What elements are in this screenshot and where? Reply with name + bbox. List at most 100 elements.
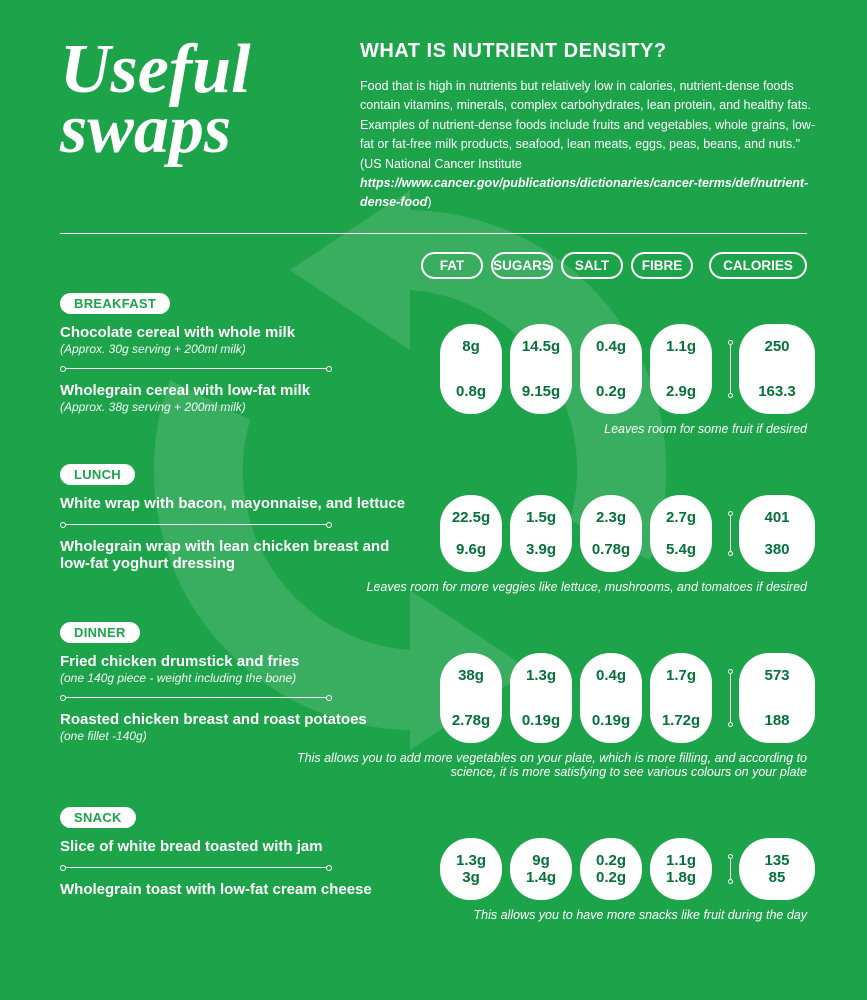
food-b-sub: (Approx. 38g serving + 200ml milk) xyxy=(60,400,420,414)
swap-row: Slice of white bread toasted with jam Wh… xyxy=(60,838,817,900)
value-bottom: 1.72g xyxy=(662,712,700,729)
food-b: Wholegrain wrap with lean chicken breast… xyxy=(60,538,420,572)
value-top: 1.7g xyxy=(666,667,696,684)
meal-label: SNACK xyxy=(60,807,136,828)
pill-sugars: 9g 1.4g xyxy=(510,838,572,900)
pill-fibre: 1.7g 1.72g xyxy=(650,653,712,743)
pill-calories: 135 85 xyxy=(739,838,815,900)
food-b-sub: (one fillet -140g) xyxy=(60,729,420,743)
value-top: 0.2g xyxy=(596,852,626,869)
intro-body-post: ) xyxy=(427,195,431,209)
value-top: 401 xyxy=(764,509,789,526)
food-a-sub: (one 140g piece - weight including the b… xyxy=(60,671,420,685)
title-line-2: swaps xyxy=(60,91,231,168)
meal-lunch: LUNCH White wrap with bacon, mayonnaise,… xyxy=(50,464,817,594)
pill-fat: 1.3g 3g xyxy=(440,838,502,900)
pill-fat: 22.5g 9.6g xyxy=(440,495,502,572)
value-top: 2.7g xyxy=(666,509,696,526)
value-bottom: 2.78g xyxy=(452,712,490,729)
value-top: 2.3g xyxy=(596,509,626,526)
calories-connector xyxy=(728,324,733,414)
calories-group: 401 380 xyxy=(728,495,815,572)
pill-calories: 573 188 xyxy=(739,653,815,743)
pill-calories: 250 163.3 xyxy=(739,324,815,414)
swap-row: Chocolate cereal with whole milk (Approx… xyxy=(60,324,817,414)
intro-body: Food that is high in nutrients but relat… xyxy=(360,77,817,213)
pill-salt: 0.2g 0.2g xyxy=(580,838,642,900)
value-bottom: 163.3 xyxy=(758,383,796,400)
value-bottom: 5.4g xyxy=(666,541,696,558)
value-top: 573 xyxy=(764,667,789,684)
swap-connector xyxy=(60,522,420,528)
value-top: 0.4g xyxy=(596,667,626,684)
value-bottom: 0.78g xyxy=(592,541,630,558)
meal-label: BREAKFAST xyxy=(60,293,170,314)
food-a: Slice of white bread toasted with jam xyxy=(60,838,420,855)
meal-label: DINNER xyxy=(60,622,140,643)
col-sugars: SUGARS xyxy=(491,252,553,279)
meal-breakfast: BREAKFAST Chocolate cereal with whole mi… xyxy=(50,293,817,436)
value-top: 0.4g xyxy=(596,338,626,355)
food-a: Chocolate cereal with whole milk xyxy=(60,324,420,341)
value-top: 135 xyxy=(764,852,789,869)
col-calories: CALORIES xyxy=(709,252,807,279)
value-bottom: 188 xyxy=(764,712,789,729)
value-bottom: 1.8g xyxy=(666,869,696,886)
food-a: White wrap with bacon, mayonnaise, and l… xyxy=(60,495,420,512)
value-top: 1.5g xyxy=(526,509,556,526)
pill-calories: 401 380 xyxy=(739,495,815,572)
swap-connector xyxy=(60,366,420,372)
page-title: Useful swaps xyxy=(60,40,330,213)
value-bottom: 0.2g xyxy=(596,383,626,400)
pill-fibre: 1.1g 2.9g xyxy=(650,324,712,414)
pills-area: 38g 2.78g 1.3g 0.19g 0.4g 0.19g 1.7g 1.7… xyxy=(440,653,815,743)
food-a: Fried chicken drumstick and fries xyxy=(60,653,420,670)
pill-fat: 8g 0.8g xyxy=(440,324,502,414)
intro: WHAT IS NUTRIENT DENSITY? Food that is h… xyxy=(360,40,817,213)
calories-connector xyxy=(728,838,733,900)
calories-group: 135 85 xyxy=(728,838,815,900)
value-bottom: 1.4g xyxy=(526,869,556,886)
pill-sugars: 1.5g 3.9g xyxy=(510,495,572,572)
meal-note: Leaves room for more veggies like lettuc… xyxy=(297,580,817,594)
meal-note: This allows you to have more snacks like… xyxy=(297,908,817,922)
meal-note: Leaves room for some fruit if desired xyxy=(297,422,817,436)
swap-text: Slice of white bread toasted with jam Wh… xyxy=(60,838,440,900)
value-top: 250 xyxy=(764,338,789,355)
swap-text: Fried chicken drumstick and fries (one 1… xyxy=(60,653,440,743)
col-salt: SALT xyxy=(561,252,623,279)
divider xyxy=(60,233,807,234)
value-bottom: 0.19g xyxy=(592,712,630,729)
value-bottom: 380 xyxy=(764,541,789,558)
value-bottom: 9.15g xyxy=(522,383,560,400)
col-fat: FAT xyxy=(421,252,483,279)
swap-text: Chocolate cereal with whole milk (Approx… xyxy=(60,324,440,414)
intro-body-text: Food that is high in nutrients but relat… xyxy=(360,79,815,171)
value-bottom: 3g xyxy=(462,869,480,886)
calories-group: 573 188 xyxy=(728,653,815,743)
value-top: 1.1g xyxy=(666,338,696,355)
pills-area: 22.5g 9.6g 1.5g 3.9g 2.3g 0.78g 2.7g 5.4… xyxy=(440,495,815,572)
value-bottom: 3.9g xyxy=(526,541,556,558)
value-top: 14.5g xyxy=(522,338,560,355)
value-bottom: 2.9g xyxy=(666,383,696,400)
value-bottom: 9.6g xyxy=(456,541,486,558)
food-b: Roasted chicken breast and roast potatoe… xyxy=(60,711,420,728)
value-top: 1.3g xyxy=(456,852,486,869)
swap-connector xyxy=(60,865,420,871)
calories-group: 250 163.3 xyxy=(728,324,815,414)
pill-sugars: 14.5g 9.15g xyxy=(510,324,572,414)
calories-connector xyxy=(728,653,733,743)
food-a-sub: (Approx. 30g serving + 200ml milk) xyxy=(60,342,420,356)
value-top: 8g xyxy=(462,338,480,355)
meal-snack: SNACK Slice of white bread toasted with … xyxy=(50,807,817,922)
value-top: 38g xyxy=(458,667,484,684)
calories-connector xyxy=(728,495,733,572)
food-b: Wholegrain cereal with low-fat milk xyxy=(60,382,420,399)
pill-fibre: 1.1g 1.8g xyxy=(650,838,712,900)
value-bottom: 0.19g xyxy=(522,712,560,729)
pills-area: 1.3g 3g 9g 1.4g 0.2g 0.2g 1.1g 1.8g 135 … xyxy=(440,838,815,900)
columns-header: FAT SUGARS SALT FIBRE CALORIES xyxy=(50,252,817,279)
value-top: 9g xyxy=(532,852,550,869)
swap-row: Fried chicken drumstick and fries (one 1… xyxy=(60,653,817,743)
